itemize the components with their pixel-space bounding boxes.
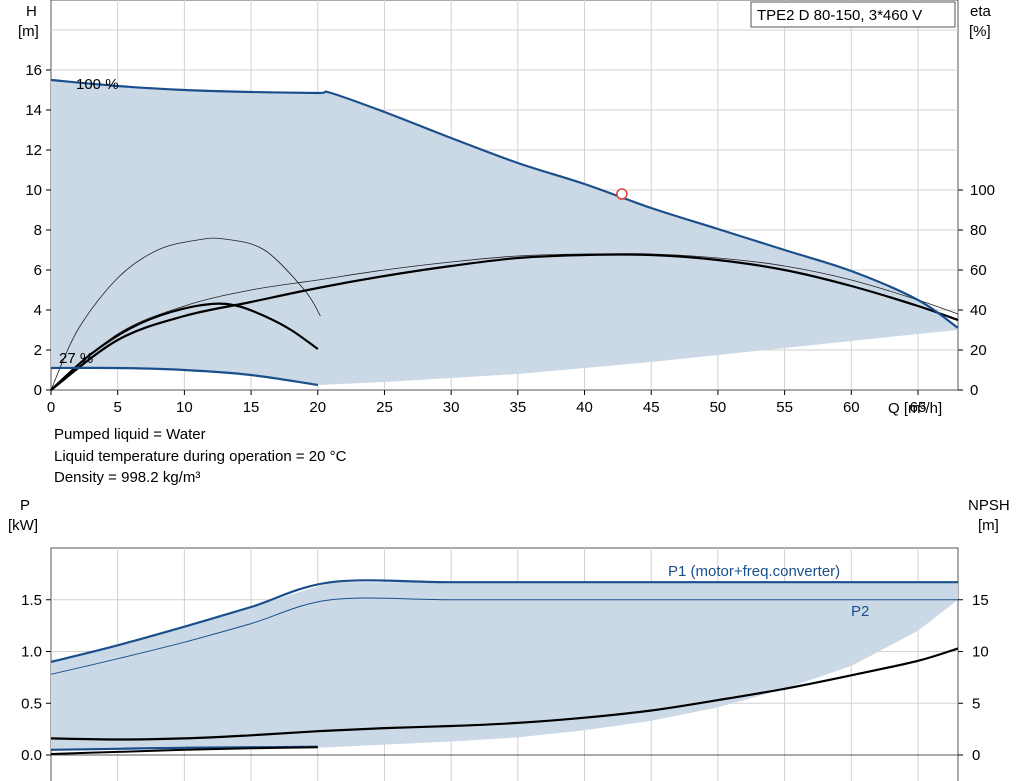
h-tick-label: 2 (34, 342, 42, 359)
q-tick-label: 60 (843, 399, 860, 416)
q-tick-label: 20 (309, 399, 326, 416)
h-tick-label: 10 (25, 182, 42, 199)
h-tick-label: 4 (34, 302, 42, 319)
operating-point (616, 188, 628, 200)
top-chart-curves (50, 78, 959, 391)
h-tick-label: 6 (34, 262, 42, 279)
q-tick-label: 15 (243, 399, 260, 416)
p-tick-label: 0.0 (21, 747, 42, 764)
bottom-chart-area (51, 582, 958, 750)
h-tick-label: 14 (25, 102, 42, 119)
bottom-operating-area (51, 582, 958, 750)
h-tick-label: 12 (25, 142, 42, 159)
head-max-curve (50, 78, 959, 329)
eta-min-speed-curve (50, 302, 319, 391)
q-tick-label: 55 (776, 399, 793, 416)
eta-axis-unit: [%] (969, 23, 991, 40)
eta-tick-label: 20 (970, 342, 987, 359)
npsh-tick-label: 15 (972, 592, 989, 609)
annotation-100-percent: 100 % (76, 76, 119, 93)
eta-axis-label: eta (970, 3, 992, 20)
q-tick-label: 40 (576, 399, 593, 416)
h-axis-label: H (26, 3, 37, 20)
q-tick-label: 45 (643, 399, 660, 416)
h-tick-label: 0 (34, 382, 42, 399)
bottom-chart-ticks: 0.0 0.5 1.0 1.5 0 5 10 15 (21, 592, 989, 764)
top-chart-title-box: TPE2 D 80-150, 3*460 V (750, 1, 956, 28)
legend-p1: P1 (motor+freq.converter) (668, 563, 840, 580)
q-axis-label: Q [m³/h] (888, 400, 942, 417)
eta-thin-min-curve (50, 237, 321, 391)
q-tick-label: 25 (376, 399, 393, 416)
eta-max-speed-curve (50, 253, 959, 391)
npsh-tick-label: 10 (972, 644, 989, 661)
p2-curve (50, 597, 958, 675)
h-axis-unit: [m] (18, 23, 39, 40)
top-chart-area (51, 80, 958, 385)
q-tick-label: 0 (47, 399, 55, 416)
p-axis-unit: [kW] (8, 517, 38, 534)
h-tick-label: 8 (34, 222, 42, 239)
npsh-tick-label: 0 (972, 747, 980, 764)
note-pumped-liquid: Pumped liquid = Water (54, 426, 206, 443)
legend-p2: P2 (851, 603, 869, 620)
annotation-27-percent: 27 % (59, 350, 93, 367)
p-tick-label: 1.5 (21, 592, 42, 609)
head-min-curve (50, 366, 318, 387)
eta-thin-max-curve (50, 253, 959, 391)
p-tick-label: 1.0 (21, 644, 42, 661)
q-tick-label: 30 (443, 399, 460, 416)
npsh-axis-label: NPSH (968, 497, 1010, 514)
p-min-lower-curve (50, 746, 318, 755)
npsh-curve (50, 647, 959, 741)
note-density: Density = 998.2 kg/m³ (54, 469, 200, 486)
eta-tick-label: 80 (970, 222, 987, 239)
top-chart-ticks: 0 5 10 15 20 25 30 35 40 45 50 55 60 65 0 2 4 6 8 10 12 14 16 0… (25, 62, 995, 416)
note-liquid-temperature: Liquid temperature during operation = 20… (54, 448, 347, 465)
p-tick-label: 0.5 (21, 695, 42, 712)
eta-tick-label: 100 (970, 182, 995, 199)
eta-tick-label: 0 (970, 382, 978, 399)
bottom-chart-curves (50, 579, 959, 755)
eta-tick-label: 40 (970, 302, 987, 319)
p-axis-label: P (20, 497, 30, 514)
q-tick-label: 10 (176, 399, 193, 416)
p1-curve (50, 579, 958, 663)
top-operating-area (51, 80, 958, 385)
chart-title: TPE2 D 80-150, 3*460 V (757, 7, 922, 24)
q-tick-label: 65 (910, 399, 927, 416)
h-tick-label: 16 (25, 62, 42, 79)
q-tick-label: 5 (114, 399, 122, 416)
eta-tick-label: 60 (970, 262, 987, 279)
npsh-axis-unit: [m] (978, 517, 999, 534)
q-tick-label: 35 (509, 399, 526, 416)
npsh-tick-label: 5 (972, 695, 980, 712)
q-tick-label: 50 (710, 399, 727, 416)
